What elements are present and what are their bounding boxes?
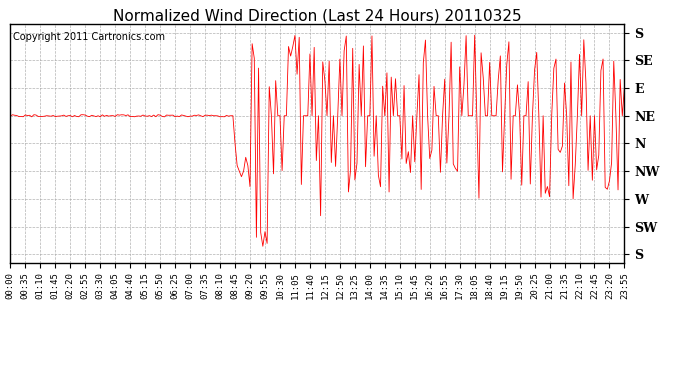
- Title: Normalized Wind Direction (Last 24 Hours) 20110325: Normalized Wind Direction (Last 24 Hours…: [113, 8, 522, 23]
- Text: Copyright 2011 Cartronics.com: Copyright 2011 Cartronics.com: [13, 32, 166, 42]
